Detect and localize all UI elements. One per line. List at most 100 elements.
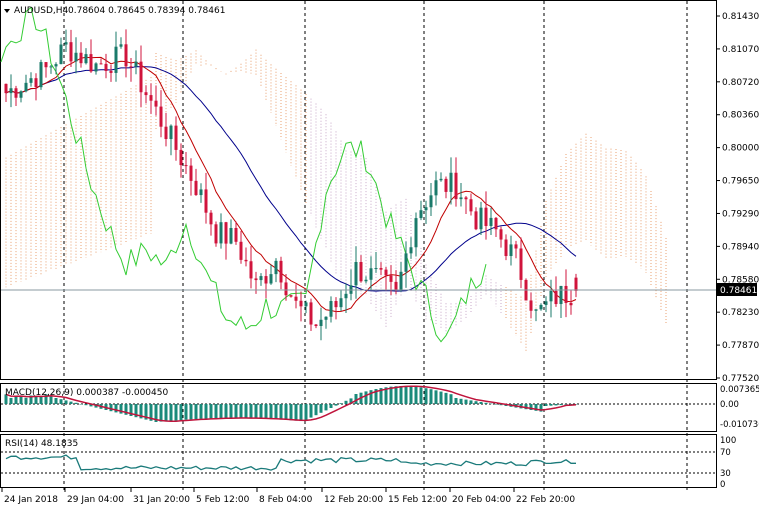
- candle[interactable]: [339, 290, 343, 311]
- candle[interactable]: [504, 234, 508, 261]
- candle[interactable]: [569, 290, 573, 315]
- candle[interactable]: [449, 157, 453, 205]
- candle[interactable]: [289, 294, 293, 298]
- candle[interactable]: [404, 241, 408, 288]
- candle[interactable]: [419, 200, 423, 221]
- candle[interactable]: [34, 73, 38, 101]
- candle[interactable]: [484, 191, 488, 240]
- candle[interactable]: [179, 143, 183, 178]
- candle[interactable]: [469, 193, 473, 216]
- candle[interactable]: [209, 210, 213, 236]
- candle[interactable]: [364, 276, 368, 284]
- candle[interactable]: [54, 62, 58, 75]
- candle[interactable]: [9, 74, 13, 108]
- candle[interactable]: [379, 262, 383, 275]
- candle[interactable]: [214, 221, 218, 247]
- candle[interactable]: [359, 255, 363, 283]
- candle[interactable]: [434, 171, 438, 206]
- candle[interactable]: [219, 213, 223, 249]
- candle[interactable]: [264, 269, 268, 299]
- candle[interactable]: [144, 85, 148, 104]
- candle[interactable]: [14, 85, 18, 106]
- candle[interactable]: [224, 221, 228, 260]
- candle[interactable]: [454, 157, 458, 207]
- candle[interactable]: [529, 292, 533, 319]
- candle[interactable]: [424, 200, 428, 224]
- candle[interactable]: [294, 284, 298, 309]
- candle[interactable]: [229, 219, 233, 245]
- candle[interactable]: [94, 62, 98, 75]
- candle[interactable]: [204, 172, 208, 224]
- candlesticks[interactable]: [4, 29, 578, 341]
- candle[interactable]: [194, 168, 198, 196]
- candle[interactable]: [304, 300, 308, 314]
- candle[interactable]: [334, 297, 338, 320]
- collapse-triangle-icon[interactable]: [4, 9, 10, 13]
- candle[interactable]: [64, 29, 68, 53]
- candle[interactable]: [244, 247, 248, 267]
- candle[interactable]: [109, 64, 113, 82]
- candle[interactable]: [249, 246, 253, 289]
- candle[interactable]: [524, 278, 528, 301]
- candle[interactable]: [299, 291, 303, 322]
- candle[interactable]: [39, 59, 43, 90]
- candle[interactable]: [559, 285, 563, 319]
- candle[interactable]: [474, 207, 478, 231]
- candle[interactable]: [104, 53, 108, 79]
- candle[interactable]: [269, 264, 273, 285]
- candle[interactable]: [349, 269, 353, 301]
- candle[interactable]: [134, 50, 138, 75]
- candle[interactable]: [534, 309, 538, 322]
- candle[interactable]: [274, 258, 278, 283]
- candle[interactable]: [114, 31, 118, 82]
- candle[interactable]: [509, 235, 513, 266]
- candle[interactable]: [174, 116, 178, 161]
- candle[interactable]: [119, 37, 123, 49]
- candle[interactable]: [564, 269, 568, 318]
- candle[interactable]: [309, 298, 313, 332]
- candle[interactable]: [239, 230, 243, 264]
- candle[interactable]: [184, 152, 188, 174]
- candle[interactable]: [149, 83, 153, 114]
- candle[interactable]: [444, 176, 448, 199]
- candle[interactable]: [539, 303, 543, 311]
- candle[interactable]: [49, 64, 53, 74]
- candle[interactable]: [4, 83, 8, 103]
- candle[interactable]: [429, 182, 433, 217]
- candle[interactable]: [29, 72, 33, 87]
- candle[interactable]: [154, 85, 158, 116]
- candle[interactable]: [479, 201, 483, 236]
- candle[interactable]: [139, 45, 143, 107]
- candle[interactable]: [489, 207, 493, 235]
- candle[interactable]: [254, 271, 258, 294]
- candle[interactable]: [494, 217, 498, 238]
- candle[interactable]: [279, 256, 283, 290]
- candle[interactable]: [79, 42, 83, 68]
- candle[interactable]: [284, 273, 288, 301]
- candle[interactable]: [59, 37, 63, 65]
- candle[interactable]: [164, 112, 168, 147]
- candle[interactable]: [374, 251, 378, 273]
- candle[interactable]: [544, 296, 548, 313]
- candle[interactable]: [19, 90, 23, 103]
- candle[interactable]: [574, 273, 578, 298]
- candle[interactable]: [439, 172, 443, 182]
- candle[interactable]: [124, 29, 128, 78]
- candle[interactable]: [84, 48, 88, 65]
- candle[interactable]: [169, 124, 173, 156]
- candle[interactable]: [354, 246, 358, 299]
- candle[interactable]: [414, 212, 418, 257]
- candle[interactable]: [369, 256, 373, 290]
- candle[interactable]: [519, 237, 523, 289]
- candle[interactable]: [24, 74, 28, 93]
- candle[interactable]: [464, 195, 468, 215]
- candle[interactable]: [44, 62, 48, 78]
- candle[interactable]: [314, 324, 318, 329]
- candle[interactable]: [329, 296, 333, 323]
- candle[interactable]: [384, 266, 388, 291]
- candle[interactable]: [459, 183, 463, 207]
- candle[interactable]: [189, 158, 193, 196]
- candle[interactable]: [234, 221, 238, 245]
- candle[interactable]: [319, 307, 323, 341]
